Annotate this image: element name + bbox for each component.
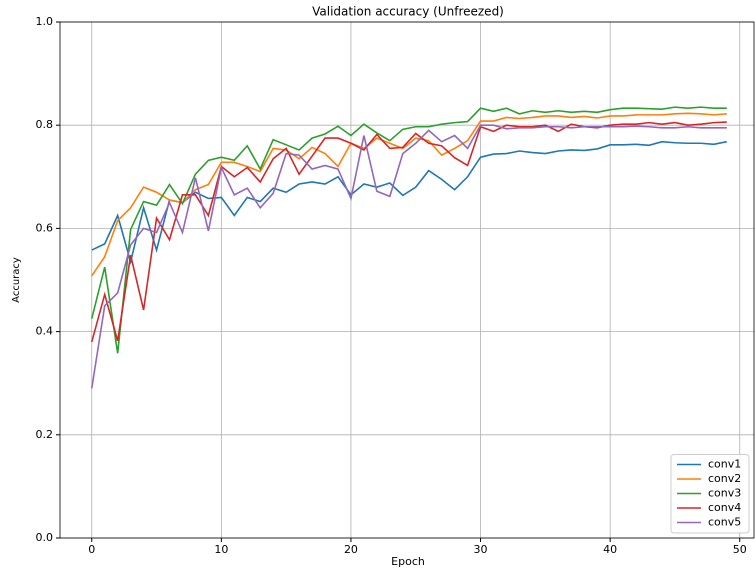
chart-title: Validation accuracy (Unfreezed) bbox=[312, 5, 504, 19]
x-tick-label: 50 bbox=[733, 543, 747, 556]
y-tick-label: 0.0 bbox=[36, 531, 54, 544]
y-tick-label: 0.2 bbox=[36, 428, 54, 441]
x-tick-label: 20 bbox=[344, 543, 358, 556]
legend-label: conv4 bbox=[708, 501, 741, 514]
x-axis-label: Epoch bbox=[391, 555, 425, 568]
plot-frame bbox=[59, 21, 755, 539]
y-tick-label: 0.6 bbox=[36, 221, 54, 234]
legend-label: conv3 bbox=[708, 487, 741, 500]
series-line bbox=[90, 121, 727, 343]
y-axis-label: Accuracy bbox=[11, 257, 22, 303]
legend-label: conv1 bbox=[708, 458, 741, 471]
legend-label: conv2 bbox=[708, 472, 741, 485]
x-tick-label: 0 bbox=[88, 543, 95, 556]
y-tick-label: 0.8 bbox=[36, 118, 54, 131]
x-tick-label: 30 bbox=[474, 543, 488, 556]
series-line bbox=[90, 124, 727, 389]
series-line bbox=[91, 140, 727, 266]
y-tick-label: 1.0 bbox=[36, 15, 54, 28]
legend-label: conv5 bbox=[708, 516, 741, 529]
x-tick-label: 40 bbox=[603, 543, 617, 556]
x-tick-label: 10 bbox=[214, 543, 228, 556]
series-line bbox=[90, 106, 727, 354]
legend-box bbox=[670, 454, 750, 534]
y-tick-label: 0.4 bbox=[36, 325, 54, 338]
